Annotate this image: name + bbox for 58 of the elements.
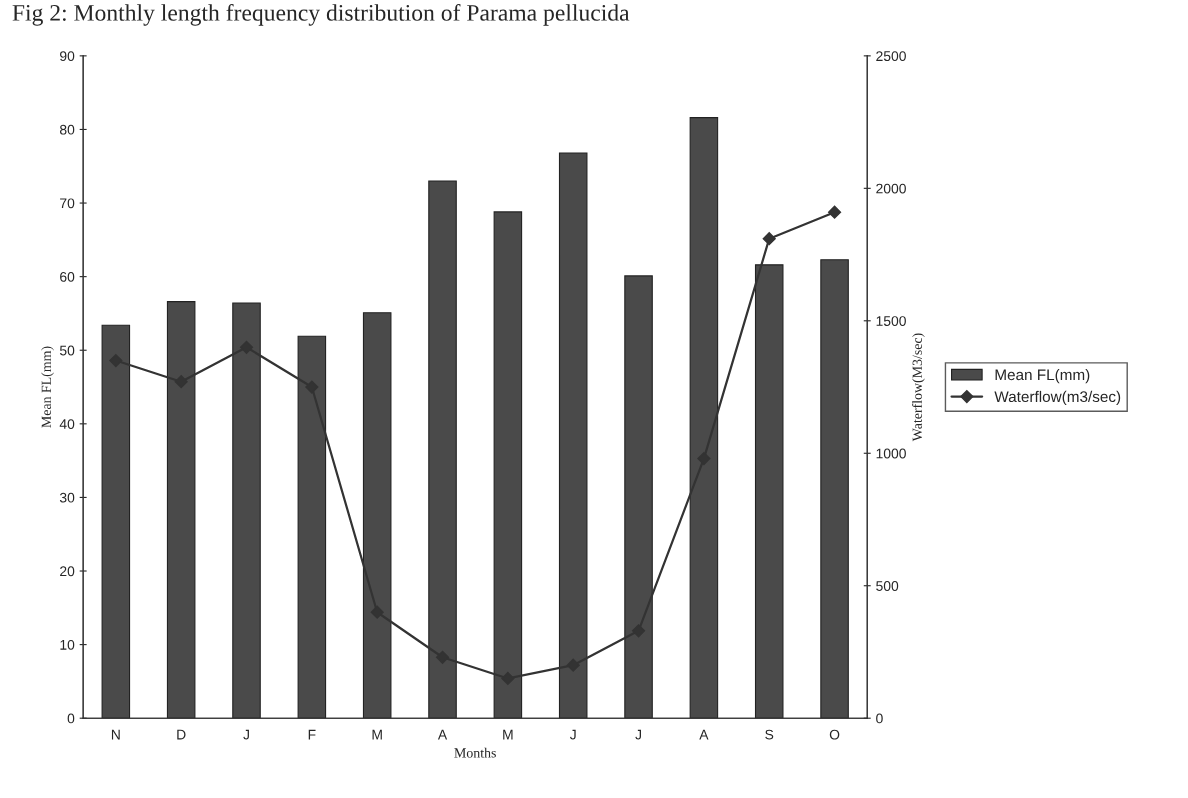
point — [435, 650, 450, 664]
point — [305, 380, 319, 394]
bar — [493, 211, 523, 719]
x-tick-label: A — [699, 729, 709, 740]
y2-tick-label: 2000 — [876, 183, 906, 194]
bar — [428, 180, 457, 719]
x-tick-label: A — [437, 729, 448, 740]
x-tick-label: O — [829, 729, 840, 740]
point — [501, 671, 515, 686]
y-axis-title: Mean FL(mm) — [41, 346, 54, 428]
x-axis-title: Months — [454, 747, 496, 758]
y2-tick-label: 1500 — [876, 316, 906, 326]
point — [762, 232, 776, 246]
chart-title: Fig 2: Monthly length frequency distribution of Parama pellucida — [12, 3, 630, 26]
y-tick-label: 10 — [60, 639, 75, 650]
x-tick-label: J — [569, 729, 576, 740]
y-tick-label: 20 — [60, 566, 75, 577]
bar — [101, 324, 131, 719]
bar — [689, 117, 719, 719]
y-tick-label: 40 — [59, 419, 75, 429]
y2-axis-title: Waterflow(M3/sec) — [912, 333, 925, 442]
point — [697, 451, 711, 466]
x-tick-label: J — [243, 729, 249, 740]
y-tick-label: 60 — [60, 271, 75, 282]
y2-tick-label: 1000 — [876, 448, 906, 459]
y-tick-label: 0 — [67, 713, 75, 724]
y-tick-label: 70 — [60, 198, 75, 209]
y-tick-label: 90 — [60, 51, 75, 62]
legend-label: Mean FL(mm) — [995, 368, 1090, 384]
x-tick-label: F — [308, 729, 316, 740]
legend-label: Waterflow(m3/sec) — [994, 390, 1121, 406]
y-tick-label: 80 — [59, 124, 75, 135]
point — [827, 205, 842, 219]
bar — [362, 312, 392, 719]
bar — [166, 301, 196, 719]
bar — [624, 275, 653, 719]
y-tick-label: 50 — [59, 345, 75, 356]
y2-tick-label: 2500 — [876, 51, 906, 62]
point — [109, 353, 123, 368]
bar — [232, 302, 261, 719]
x-tick-label: N — [111, 729, 120, 740]
point — [370, 605, 384, 619]
point — [174, 375, 188, 389]
y2-tick-label: 0 — [876, 713, 883, 724]
point — [566, 658, 580, 672]
point — [631, 624, 646, 638]
bar — [297, 335, 327, 719]
y-tick-label: 30 — [59, 492, 75, 503]
y2-tick-label: 500 — [876, 581, 899, 591]
x-tick-label: S — [765, 729, 774, 740]
point — [239, 340, 254, 354]
x-tick-label: M — [372, 729, 382, 740]
x-tick-label: M — [503, 729, 513, 740]
x-tick-label: D — [177, 729, 186, 740]
bar — [754, 264, 784, 719]
x-tick-label: J — [635, 729, 641, 740]
bar — [820, 259, 849, 719]
bar — [558, 152, 588, 719]
